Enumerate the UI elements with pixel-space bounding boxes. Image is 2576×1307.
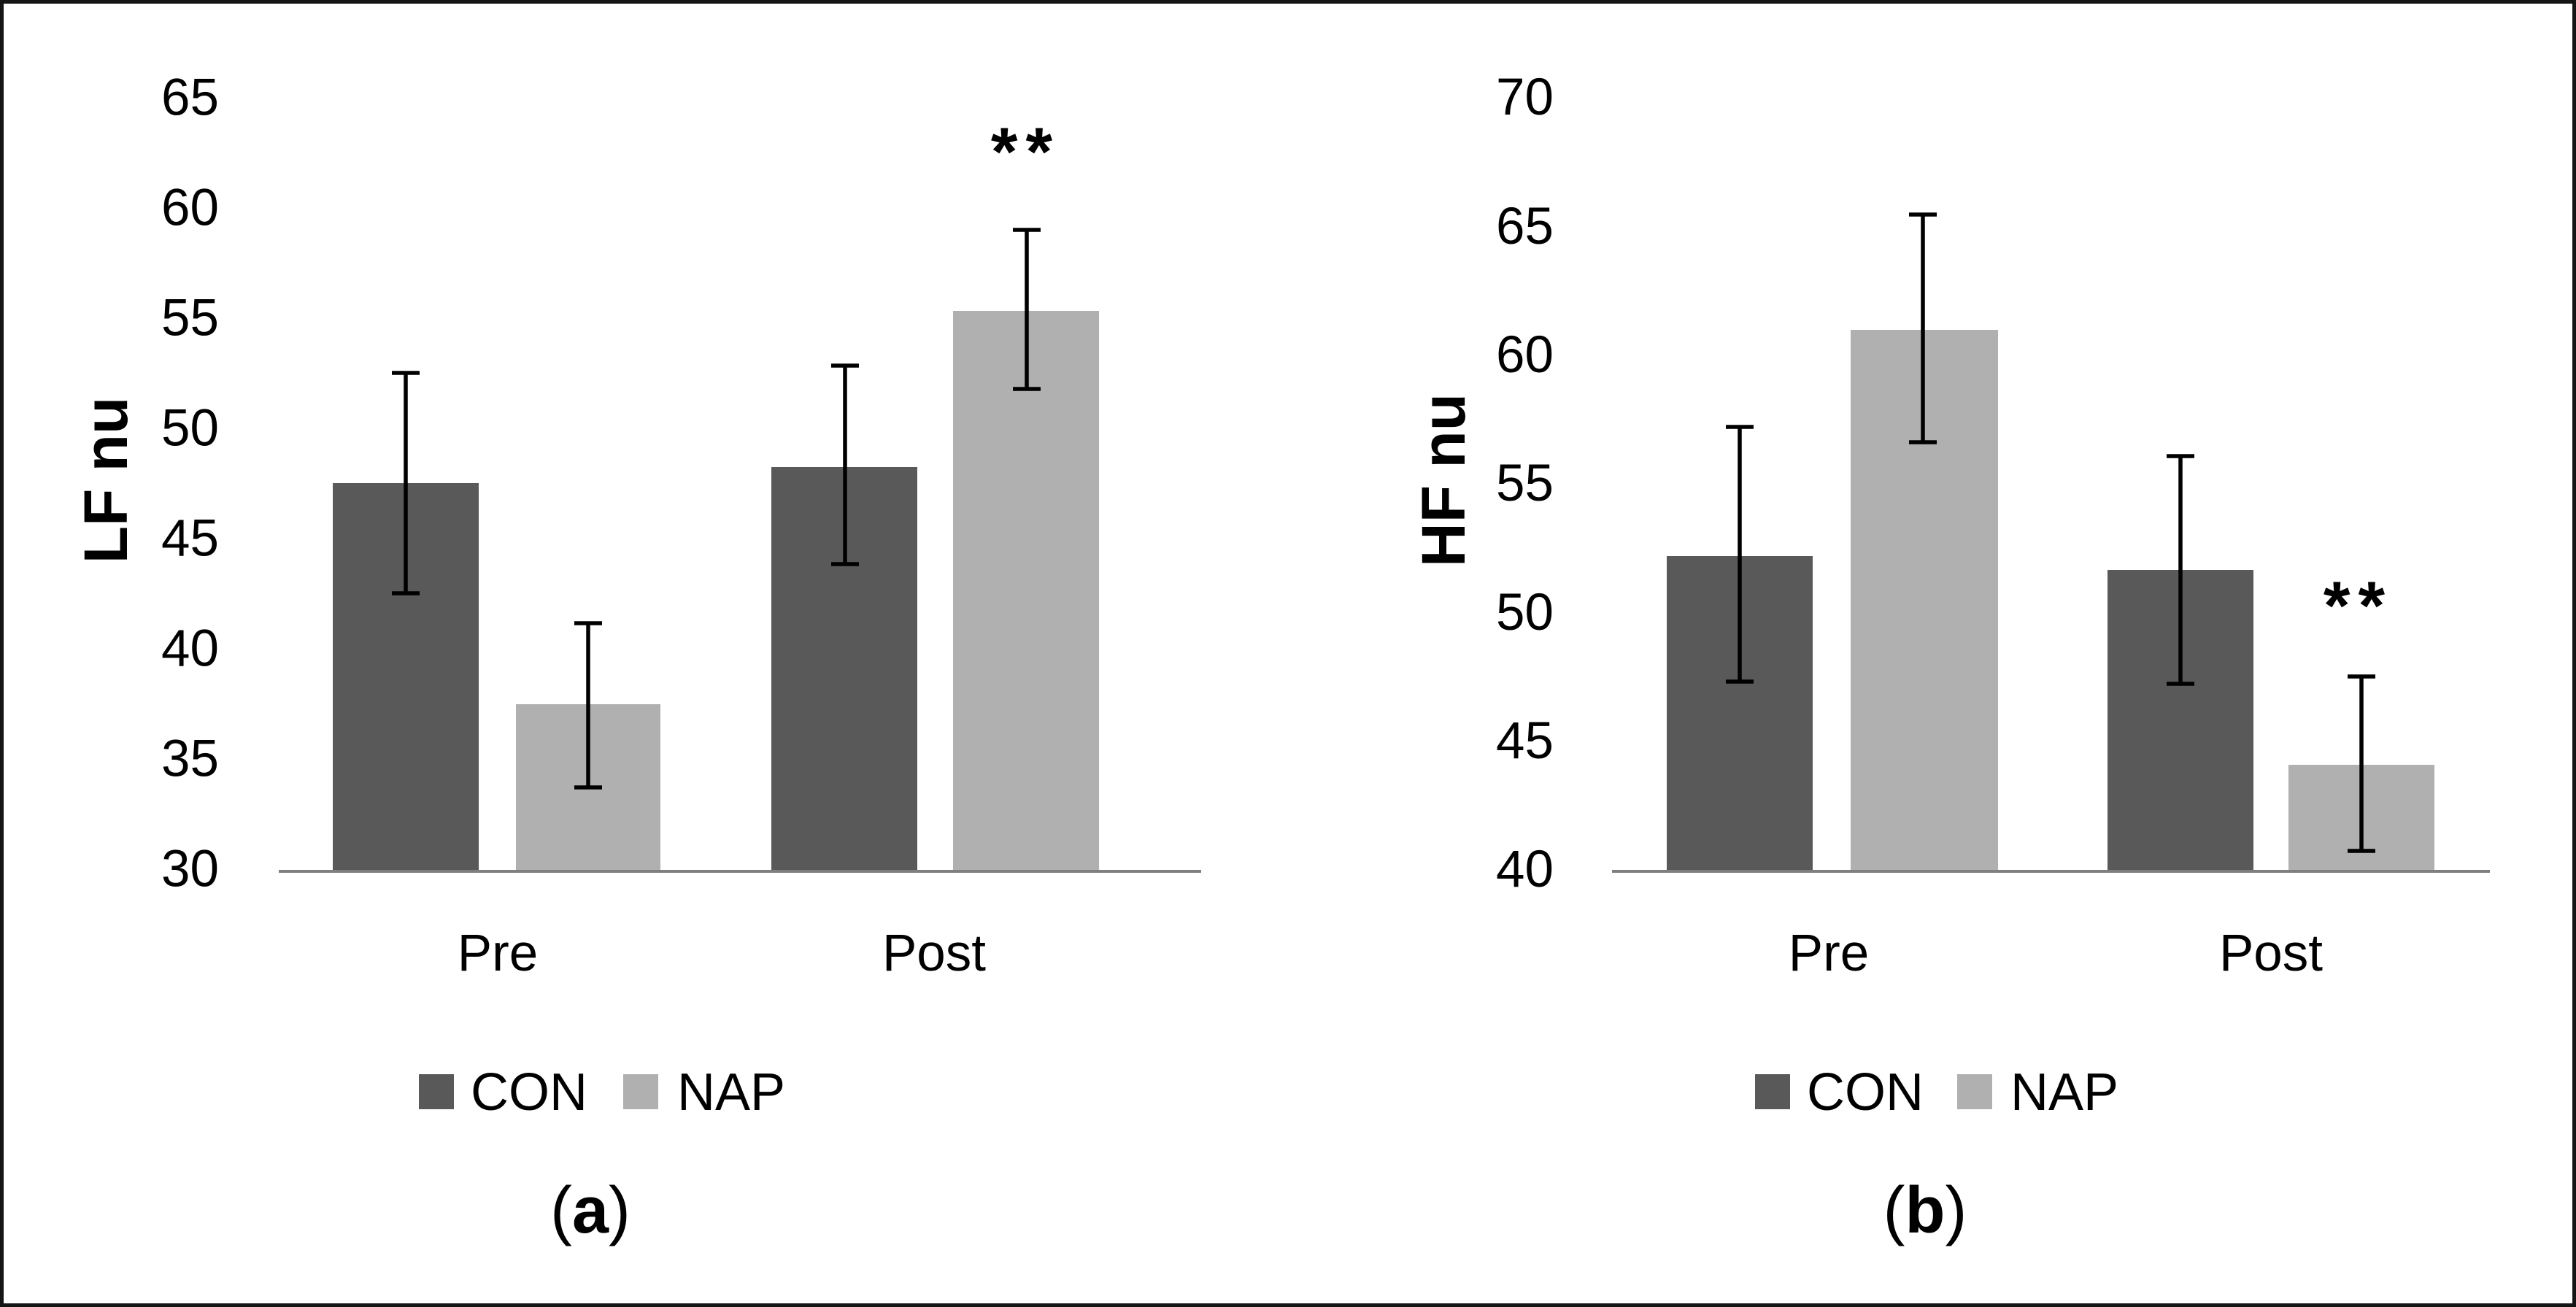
svg-text:30: 30 (161, 841, 219, 898)
svg-text:55: 55 (1496, 455, 1554, 512)
svg-text:LF nu: LF nu (72, 397, 140, 564)
svg-text:50: 50 (1496, 584, 1554, 641)
svg-text:Pre: Pre (458, 925, 539, 982)
svg-text:CON: CON (471, 1063, 587, 1122)
svg-text:60: 60 (161, 180, 219, 237)
svg-text:65: 65 (1496, 198, 1554, 255)
svg-text:45: 45 (1496, 712, 1554, 770)
svg-text:40: 40 (161, 620, 219, 678)
svg-text:HF nu: HF nu (1409, 393, 1478, 567)
svg-text:(a): (a) (550, 1174, 630, 1247)
svg-text:Pre: Pre (1789, 925, 1870, 982)
svg-text:35: 35 (161, 730, 219, 788)
svg-text:CON: CON (1807, 1063, 1924, 1122)
svg-text:Post: Post (2219, 925, 2323, 982)
svg-text:40: 40 (1496, 841, 1554, 898)
svg-text:(b): (b) (1883, 1174, 1967, 1247)
svg-text:70: 70 (1496, 69, 1554, 126)
svg-text:NAP: NAP (677, 1063, 785, 1122)
svg-text:NAP: NAP (2010, 1063, 2118, 1122)
svg-text:65: 65 (161, 69, 219, 127)
svg-text:45: 45 (161, 510, 219, 568)
svg-text:Post: Post (882, 925, 986, 982)
svg-text:50: 50 (161, 400, 219, 458)
svg-text:60: 60 (1496, 326, 1554, 384)
svg-text:55: 55 (161, 290, 219, 347)
